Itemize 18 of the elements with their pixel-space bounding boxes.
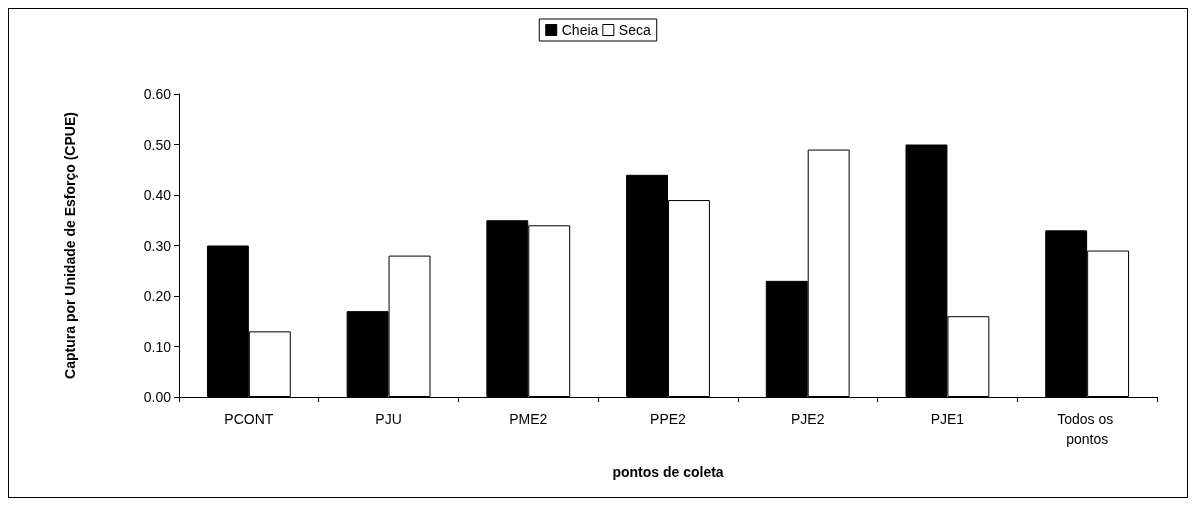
x-tick-label: PME2 [509,411,548,427]
x-tick-label: PPE2 [650,411,687,427]
x-axis-title: pontos de coleta [612,464,724,480]
x-tick-label: PJU [375,411,402,427]
y-tick-label: 0.40 [143,187,172,203]
x-tick-label: Todos os pontos [1057,411,1118,447]
x-tick-label: PJE2 [790,411,825,427]
y-tick-label: 0.10 [143,338,172,355]
x-tick-label: PCONT [224,411,274,427]
legend-label: Cheia [561,22,599,38]
y-tick-label: 0.50 [143,136,172,153]
y-tick-label: 0.30 [143,237,172,254]
legend-label: Seca [618,22,651,38]
y-tick-label: 0.20 [143,288,172,304]
y-axis-title: Captura por Unidade de Esforço (CPUE) [62,112,78,379]
y-tick-label: 0.60 [143,86,172,102]
y-tick-label: 0.00 [143,389,172,405]
x-tick-label: PJE1 [930,411,965,427]
